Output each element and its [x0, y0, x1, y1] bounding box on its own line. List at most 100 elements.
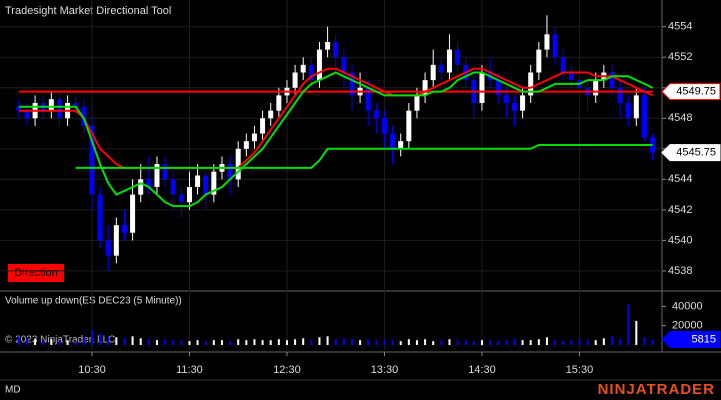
- y-tick-label: 4554: [668, 21, 692, 33]
- candle-body: [390, 133, 396, 149]
- candle-body: [195, 175, 201, 187]
- y-tick-label: 4542: [668, 204, 692, 216]
- footer-label: MD: [5, 385, 21, 396]
- candle-body: [381, 118, 387, 134]
- volume-bar: [391, 340, 394, 345]
- candle-body: [617, 87, 623, 104]
- volume-bar: [229, 341, 232, 345]
- copyright: © 2023 NinjaTrader, LLC: [5, 335, 115, 346]
- candle-body: [235, 148, 241, 180]
- volume-bar: [155, 340, 158, 345]
- volume-bar: [180, 340, 183, 345]
- volume-bar: [172, 340, 175, 345]
- volume-bar: [17, 336, 20, 345]
- y-tick-label: 4544: [668, 173, 692, 185]
- volume-bar: [131, 336, 134, 345]
- candle-body: [568, 72, 574, 81]
- candle-body: [609, 72, 615, 88]
- volume-bar: [424, 339, 427, 345]
- volume-bar: [643, 337, 646, 345]
- candle-body: [438, 64, 444, 73]
- candle-body: [105, 240, 111, 256]
- volume-bar: [34, 339, 37, 345]
- volume-bar: [586, 340, 589, 345]
- candle-body: [113, 225, 119, 256]
- candle-body: [292, 72, 298, 88]
- volume-bar: [415, 340, 418, 345]
- volume-tick-label: 20000: [672, 320, 703, 332]
- candle-body: [430, 64, 436, 81]
- volume-bar: [383, 339, 386, 345]
- volume-bar: [513, 339, 516, 345]
- indicator-line: [75, 144, 653, 169]
- x-tick-label: 13:30: [371, 364, 399, 376]
- candle-body: [511, 103, 517, 111]
- direction-label: Direction: [14, 267, 57, 279]
- candle-body: [154, 164, 160, 187]
- candle-body: [528, 72, 534, 96]
- candle-body: [260, 118, 266, 134]
- y-tick-label: 4552: [668, 51, 692, 63]
- candle-body: [268, 110, 274, 119]
- volume-bar: [107, 336, 110, 345]
- candle-body: [641, 95, 647, 138]
- candle-body: [308, 64, 314, 81]
- volume-bar: [212, 340, 215, 345]
- last-volume-tag-bg: [661, 330, 721, 348]
- candle-body: [24, 110, 30, 119]
- direction-badge: [8, 264, 64, 282]
- candle-body: [162, 164, 168, 180]
- candle-body: [633, 95, 639, 119]
- level-tag-bg: [661, 83, 721, 101]
- volume-bar: [261, 340, 264, 345]
- x-tick-label: 15:30: [566, 364, 594, 376]
- candle-body: [373, 110, 379, 119]
- candle-body: [56, 99, 62, 119]
- volume-bar: [529, 340, 532, 345]
- volume-bar: [472, 341, 475, 345]
- volume-bar: [602, 338, 605, 345]
- volume-bar: [440, 340, 443, 345]
- candle-body: [121, 225, 127, 233]
- volume-bar: [25, 338, 28, 345]
- candle-body: [544, 34, 550, 50]
- volume-bar: [562, 341, 565, 345]
- volume-bar: [407, 339, 410, 345]
- volume-bar: [480, 340, 483, 345]
- candle-body: [316, 49, 322, 81]
- last-price-tag: 4545.75: [676, 147, 716, 159]
- volume-bar: [619, 339, 622, 345]
- last-volume-tag: 5815: [692, 333, 716, 345]
- volume-bar: [326, 336, 329, 345]
- volume-bar: [294, 339, 297, 345]
- volume-bar: [594, 340, 597, 345]
- candle-body: [170, 179, 176, 195]
- volume-bar: [610, 336, 613, 345]
- volume-bar: [570, 340, 573, 345]
- volume-bar: [164, 339, 167, 345]
- candle-body: [48, 99, 54, 111]
- volume-bar: [99, 333, 102, 345]
- volume-bar: [237, 339, 240, 345]
- x-tick-label: 10:30: [78, 364, 106, 376]
- volume-bar: [318, 337, 321, 345]
- volume-tick-label: 40000: [672, 300, 703, 312]
- volume-bar: [554, 340, 557, 345]
- volume-bar: [497, 341, 500, 345]
- candle-body: [593, 80, 599, 96]
- candle-body: [243, 141, 249, 149]
- candle-body: [349, 72, 355, 96]
- candle-body: [414, 95, 420, 111]
- volume-bar: [635, 320, 638, 345]
- candle-body: [520, 95, 526, 111]
- volume-bar: [147, 339, 150, 345]
- candle-body: [536, 49, 542, 73]
- volume-bar: [334, 339, 337, 345]
- level-tag: 4549.75: [676, 85, 716, 97]
- candle-body: [503, 95, 509, 104]
- volume-bar: [204, 341, 207, 345]
- y-tick-label: 4540: [668, 234, 692, 246]
